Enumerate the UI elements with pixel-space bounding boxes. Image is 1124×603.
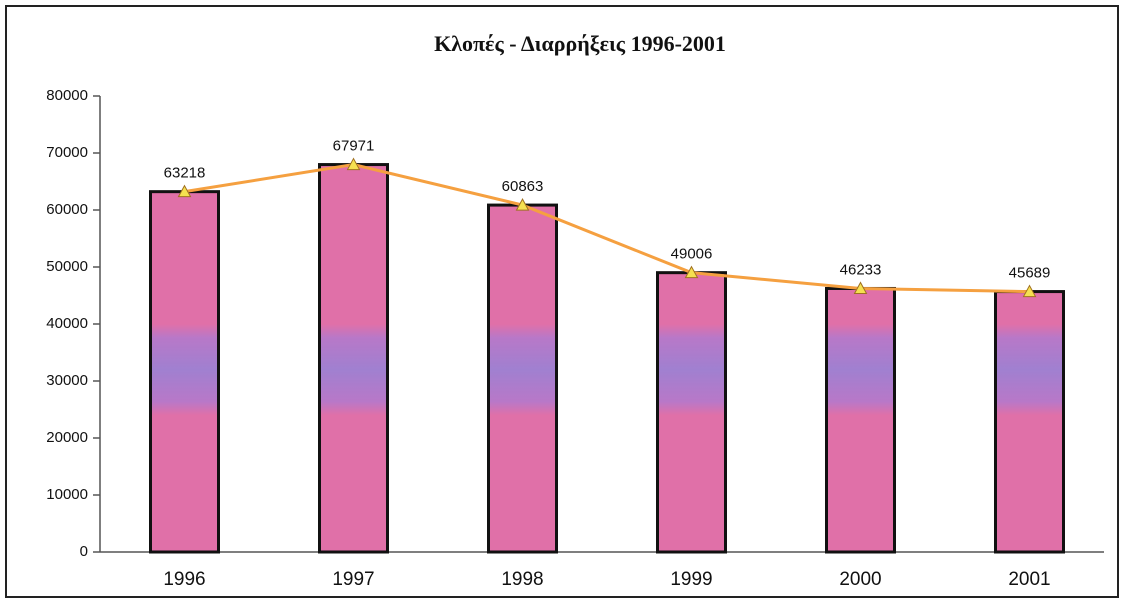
marker [177,184,192,198]
marker [853,281,868,294]
y-tick-label: 50000 [46,258,88,275]
data-label: 67971 [333,138,375,155]
x-tick-label: 1996 [163,569,205,590]
x-tick-label: 2000 [839,569,881,590]
data-label: 49006 [671,246,713,263]
marker [684,265,699,279]
bar [149,190,220,554]
data-label: 46233 [840,261,882,278]
x-tick-label: 1998 [501,569,543,590]
y-tick-label: 70000 [46,144,88,161]
marker [1022,284,1037,298]
data-label: 45689 [1009,265,1051,282]
y-tick-label: 0 [80,543,88,560]
marker [346,157,361,171]
data-label: 60863 [502,178,544,195]
y-tick-label: 30000 [46,372,88,389]
marker [515,198,530,211]
y-tick-label: 20000 [46,429,88,446]
bar [994,290,1065,554]
y-tick-label: 40000 [46,315,88,332]
y-tick-label: 60000 [46,201,88,218]
bar [487,203,558,554]
data-label: 63218 [164,165,206,182]
y-tick-label: 80000 [46,87,88,104]
x-tick-label: 1997 [332,569,374,590]
y-tick-label: 10000 [46,486,88,503]
bar [656,271,727,554]
line [184,163,1030,294]
x-tick-label: 1999 [670,569,712,590]
bar [825,286,896,554]
x-tick-label: 2001 [1008,569,1050,590]
chart-title: Κλοπές - Διαρρήξεις 1996-2001 [434,31,726,56]
bar [318,163,389,554]
